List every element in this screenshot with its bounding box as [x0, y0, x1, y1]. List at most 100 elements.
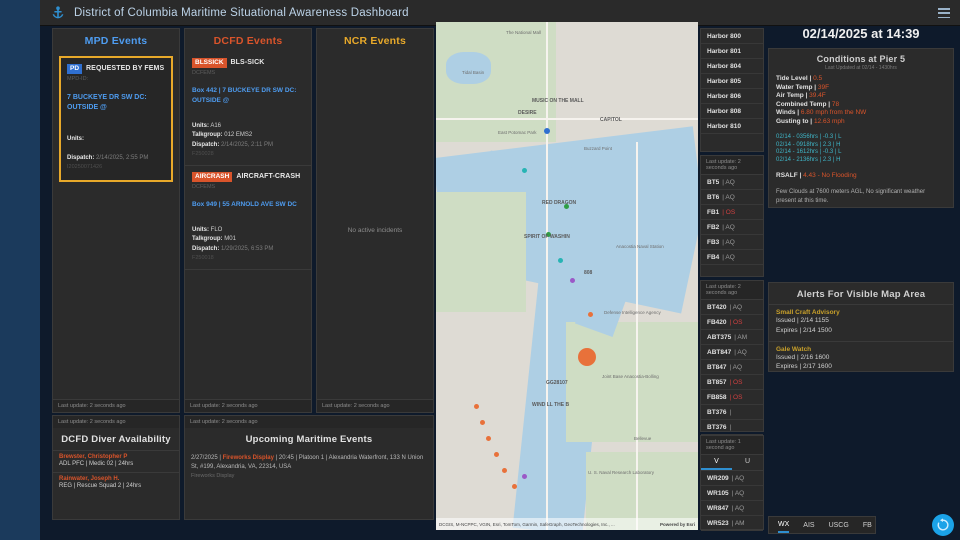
event-dispatch-label: Dispatch: — [192, 245, 220, 252]
event-dispatch-value: 2/14/2025, 2:11 PM — [221, 141, 273, 148]
vessel-name: BT376 — [707, 408, 727, 416]
vessel-status: | AQ — [722, 178, 735, 186]
extended-vessel-list[interactable]: Last update: 2 seconds ago BT420 | AQ FB4… — [700, 280, 764, 465]
diver-row[interactable]: Brewster, Christopher P ADL PFC | Medic … — [53, 450, 179, 472]
vessel-status: | AM — [731, 519, 745, 527]
event-type-tag: BLSSICK — [192, 58, 227, 69]
alert-expires: Expires | 2/14 1500 — [776, 326, 832, 334]
diver-row[interactable]: Rainwater, Joseph H. REG | Rescue Squad … — [53, 472, 179, 494]
dcfd-event-card[interactable]: BLSSICK BLS-SICK DCFEMS Box 442 | 7 BUCK… — [185, 52, 311, 166]
alert-name: Small Craft Advisory — [776, 309, 840, 316]
event-name: BLS-SICK — [230, 59, 265, 66]
dcfd-last-update: Last update: 2 seconds ago — [185, 399, 311, 412]
list-item[interactable]: ABT375 | AM — [701, 330, 763, 345]
list-item[interactable]: FB858 | OS — [701, 390, 763, 405]
mpd-panel-title: MPD Events — [84, 35, 148, 47]
list-item[interactable]: ABT847 | AQ — [701, 345, 763, 360]
ncr-events-panel: NCR Events No active incidents Last upda… — [316, 28, 434, 413]
bt-last-update: Last update: 2 seconds ago — [701, 156, 763, 175]
refresh-icon[interactable] — [932, 514, 954, 536]
list-item[interactable]: Harbor 806 — [701, 89, 763, 104]
diver-meta: REG | Rescue Squad 2 | 24hrs — [59, 483, 142, 489]
alert-item[interactable]: Small Craft Advisory Issued | 2/14 1155 … — [769, 304, 953, 341]
list-item[interactable]: FB3 | AQ — [701, 235, 763, 250]
list-item[interactable]: FB420 | OS — [701, 315, 763, 330]
map-canvas[interactable]: DCGIS, M-NCPPC, VGIN, Esri, TomTom, Garm… — [436, 22, 698, 530]
list-item[interactable]: BT847 | AQ — [701, 360, 763, 375]
list-item[interactable]: Harbor 801 — [701, 44, 763, 59]
maritime-event-row[interactable]: 2/27/2025 | Fireworks Display | 20:45 | … — [185, 450, 433, 473]
vessel-name: BT420 — [707, 303, 727, 311]
event-id: I20250071426 — [67, 164, 103, 170]
vessel-name: ABT847 — [707, 348, 732, 356]
vessel-name: FB420 — [707, 318, 727, 326]
vessel-name: Harbor 810 — [707, 122, 741, 130]
wr-vessel-list[interactable]: Last update: 1 second ago V U WR209 | AQ … — [700, 435, 764, 531]
condition-value: 6.80 mph from the NW — [800, 109, 867, 116]
list-item[interactable]: FB1 | OS — [701, 205, 763, 220]
tide-row: 02/14 - 2136hrs | 2.3 | H — [776, 156, 841, 163]
ncr-empty-message: No active incidents — [347, 227, 403, 234]
list-item[interactable]: FB4 | AQ — [701, 250, 763, 265]
condition-label: Tide Level | — [776, 75, 812, 82]
event-dispatch-label: Dispatch: — [192, 141, 220, 148]
maritime-last-update: Last update: 2 seconds ago — [185, 416, 433, 428]
map-label: Buzzard Point — [584, 146, 613, 151]
dcfd-event-card[interactable]: AIRCRASH AIRCRAFT-CRASH DCFEMS Box 949 |… — [185, 166, 311, 270]
bt-vessel-list[interactable]: Last update: 2 seconds ago BT5 | AQ BT6 | … — [700, 155, 764, 277]
list-item[interactable]: BT6 | AQ — [701, 190, 763, 205]
event-units: Units: A16 — [192, 122, 304, 132]
list-item[interactable]: Harbor 804 — [701, 59, 763, 74]
list-item[interactable]: Harbor 805 — [701, 74, 763, 89]
alert-item[interactable]: Gale Watch Issued | 2/16 1600 Expires | … — [769, 340, 953, 378]
list-item[interactable]: Harbor 810 — [701, 119, 763, 134]
list-item[interactable]: BT857 | OS — [701, 375, 763, 390]
vessel-name: BT5 — [707, 178, 720, 186]
mpd-event-card[interactable]: PD REQUESTED BY FEMS MPD-ID: 7 BUCKEYE D… — [59, 56, 173, 182]
mpd-events-panel: MPD Events PD REQUESTED BY FEMS MPD-ID: … — [52, 28, 180, 413]
hamburger-menu-icon[interactable] — [938, 8, 950, 18]
conditions-updated: Last Updated at 02/14 - 1430hrs — [825, 65, 897, 71]
list-item[interactable]: WR105 | AQ — [701, 486, 763, 501]
vessel-status: | AQ — [729, 303, 743, 311]
tab-u[interactable]: U — [744, 458, 751, 465]
list-item[interactable]: Harbor 800 — [701, 29, 763, 44]
footer-search-box[interactable] — [768, 516, 876, 534]
diver-name: Brewster, Christopher P — [59, 454, 128, 460]
event-dispatch: Dispatch: 1/29/2025, 6:53 PM — [192, 245, 304, 254]
map-attribution: DCGIS, M-NCPPC, VGIN, Esri, TomTom, Garm… — [436, 518, 698, 530]
tab-v[interactable]: V — [701, 455, 732, 470]
tab-wx[interactable]: WX — [778, 521, 790, 533]
map-label: Bellevue — [634, 436, 652, 441]
vessel-status: | AQ — [734, 348, 747, 356]
list-item[interactable]: BT376 | — [701, 420, 763, 435]
harbor-vessel-list[interactable]: Harbor 800 Harbor 801 Harbor 804 Harbor … — [700, 28, 764, 152]
map-label: WIND LL THE B — [532, 402, 570, 408]
list-item[interactable]: WR523 | AM — [701, 516, 763, 531]
vessel-status: | AQ — [722, 193, 735, 201]
event-units-label: Units: — [192, 226, 209, 233]
list-item[interactable]: FB2 | AQ — [701, 220, 763, 235]
condition-label: Air Temp | — [776, 92, 808, 99]
diver-meta: ADL PFC | Medic 02 | 24hrs — [59, 461, 134, 467]
list-item[interactable]: WR847 | AQ — [701, 501, 763, 516]
tab-fb[interactable]: FB — [862, 522, 872, 529]
tab-ais[interactable]: AIS — [803, 522, 815, 529]
list-item[interactable]: BT376 | — [701, 405, 763, 420]
condition-label: Gusting to | — [776, 117, 813, 125]
alert-expires: Expires | 2/17 1600 — [776, 363, 832, 371]
vessel-name: BT6 — [707, 193, 720, 201]
event-units-value: FLO — [210, 226, 223, 233]
list-item[interactable]: WR209 | AQ — [701, 471, 763, 486]
vessel-name: FB2 — [707, 223, 720, 231]
tab-uscg[interactable]: USCG — [828, 522, 849, 529]
list-item[interactable]: Harbor 808 — [701, 104, 763, 119]
list-item[interactable]: BT5 | AQ — [701, 175, 763, 190]
vessel-status: | — [729, 423, 732, 431]
condition-row: Combined Temp | 78 — [769, 101, 953, 110]
vessel-name: FB858 — [707, 393, 727, 401]
list-item[interactable]: BT420 | AQ — [701, 300, 763, 315]
map-label: Tidal Basin — [462, 70, 485, 75]
map-label: SPIRIT OF WASHIN — [524, 234, 570, 240]
